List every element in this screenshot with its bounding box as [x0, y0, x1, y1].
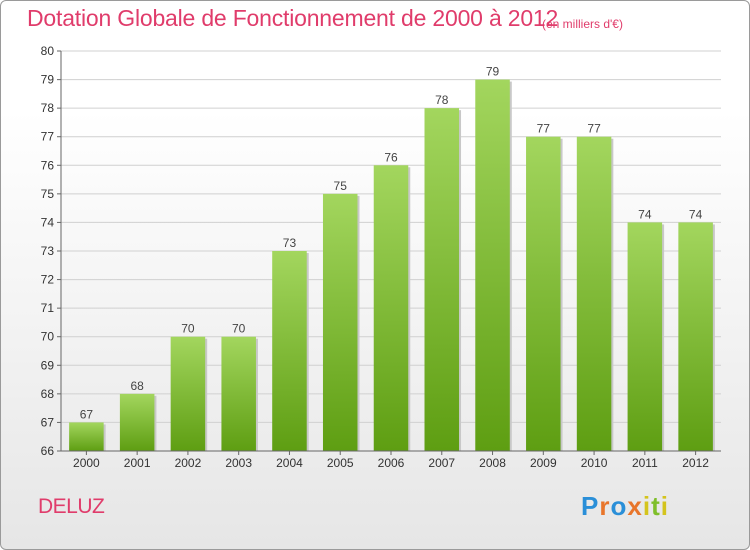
- logo-letter: i: [660, 491, 669, 521]
- y-tick-label: 77: [41, 130, 55, 144]
- x-tick-label: 2011: [632, 456, 658, 470]
- data-label: 74: [638, 207, 652, 221]
- x-tick-label: 2005: [327, 456, 354, 470]
- y-tick-label: 74: [41, 215, 55, 229]
- data-label: 76: [384, 150, 398, 164]
- data-label: 70: [232, 322, 246, 336]
- x-tick-label: 2012: [682, 456, 709, 470]
- bar: [678, 222, 713, 451]
- data-label: 78: [435, 93, 449, 107]
- data-label: 79: [486, 65, 500, 79]
- x-tick-label: 2010: [581, 456, 608, 470]
- bar: [424, 108, 460, 452]
- y-tick-label: 76: [41, 158, 55, 172]
- logo-letter: r: [599, 491, 611, 521]
- bar: [373, 165, 409, 452]
- x-tick-label: 2002: [175, 456, 202, 470]
- data-label: 67: [80, 407, 94, 421]
- x-tick-label: 2008: [479, 456, 506, 470]
- logo-letter: o: [610, 491, 628, 521]
- x-tick-label: 2001: [124, 456, 151, 470]
- bar: [576, 136, 612, 451]
- y-tick-label: 75: [41, 187, 55, 201]
- data-label: 75: [334, 179, 348, 193]
- axes: 66 67 68 69 70 71 72 73 74 75 76 77 78 79 80 2000 2001 20…: [41, 44, 721, 470]
- bar: [69, 422, 104, 451]
- y-tick-label: 69: [41, 358, 55, 372]
- bar: [221, 336, 256, 451]
- commune-name: DELUZ: [38, 495, 105, 518]
- x-tick-label: 2003: [225, 456, 252, 470]
- y-tick-label: 73: [41, 244, 55, 258]
- proxiti-logo[interactable]: Proxiti: [581, 491, 669, 522]
- data-label: 77: [537, 122, 551, 136]
- x-tick-label: 2006: [378, 456, 405, 470]
- x-tick-label: 2004: [276, 456, 303, 470]
- y-tick-label: 70: [41, 330, 55, 344]
- data-label: 77: [587, 122, 601, 136]
- y-tick-label: 80: [41, 44, 55, 58]
- x-tick-label: 2000: [73, 456, 100, 470]
- data-label: 74: [689, 207, 703, 221]
- logo-letter: P: [581, 491, 600, 521]
- y-tick-label: 78: [41, 101, 55, 115]
- data-label: 70: [181, 322, 195, 336]
- y-tick-label: 66: [41, 444, 55, 458]
- y-tick-label: 68: [41, 387, 55, 401]
- bars: [69, 79, 715, 452]
- bar: [170, 336, 206, 451]
- data-label: 68: [130, 379, 144, 393]
- data-label: 73: [283, 236, 297, 250]
- logo-letter: x: [627, 491, 643, 521]
- chart-subtitle: (en milliers d'€): [542, 17, 623, 31]
- logo-letter: t: [651, 491, 661, 521]
- bar: [475, 79, 510, 452]
- data-labels: 67 68 70 70 73 75 76 78 79 77 77 74 74: [80, 65, 703, 422]
- chart-title: Dotation Globale de Fonctionnement de 20…: [27, 5, 559, 31]
- y-tick-label: 67: [41, 415, 55, 429]
- bar: [322, 193, 358, 451]
- logo-letter: i: [642, 491, 652, 521]
- bar: [627, 222, 663, 451]
- y-tick-label: 71: [41, 301, 55, 315]
- x-tick-label: 2009: [530, 456, 557, 470]
- x-tick-label: 2007: [428, 456, 455, 470]
- y-tick-label: 79: [41, 73, 55, 87]
- bar: [272, 251, 307, 451]
- bar: [526, 136, 561, 451]
- y-tick-label: 72: [41, 273, 55, 287]
- bar: [119, 393, 155, 451]
